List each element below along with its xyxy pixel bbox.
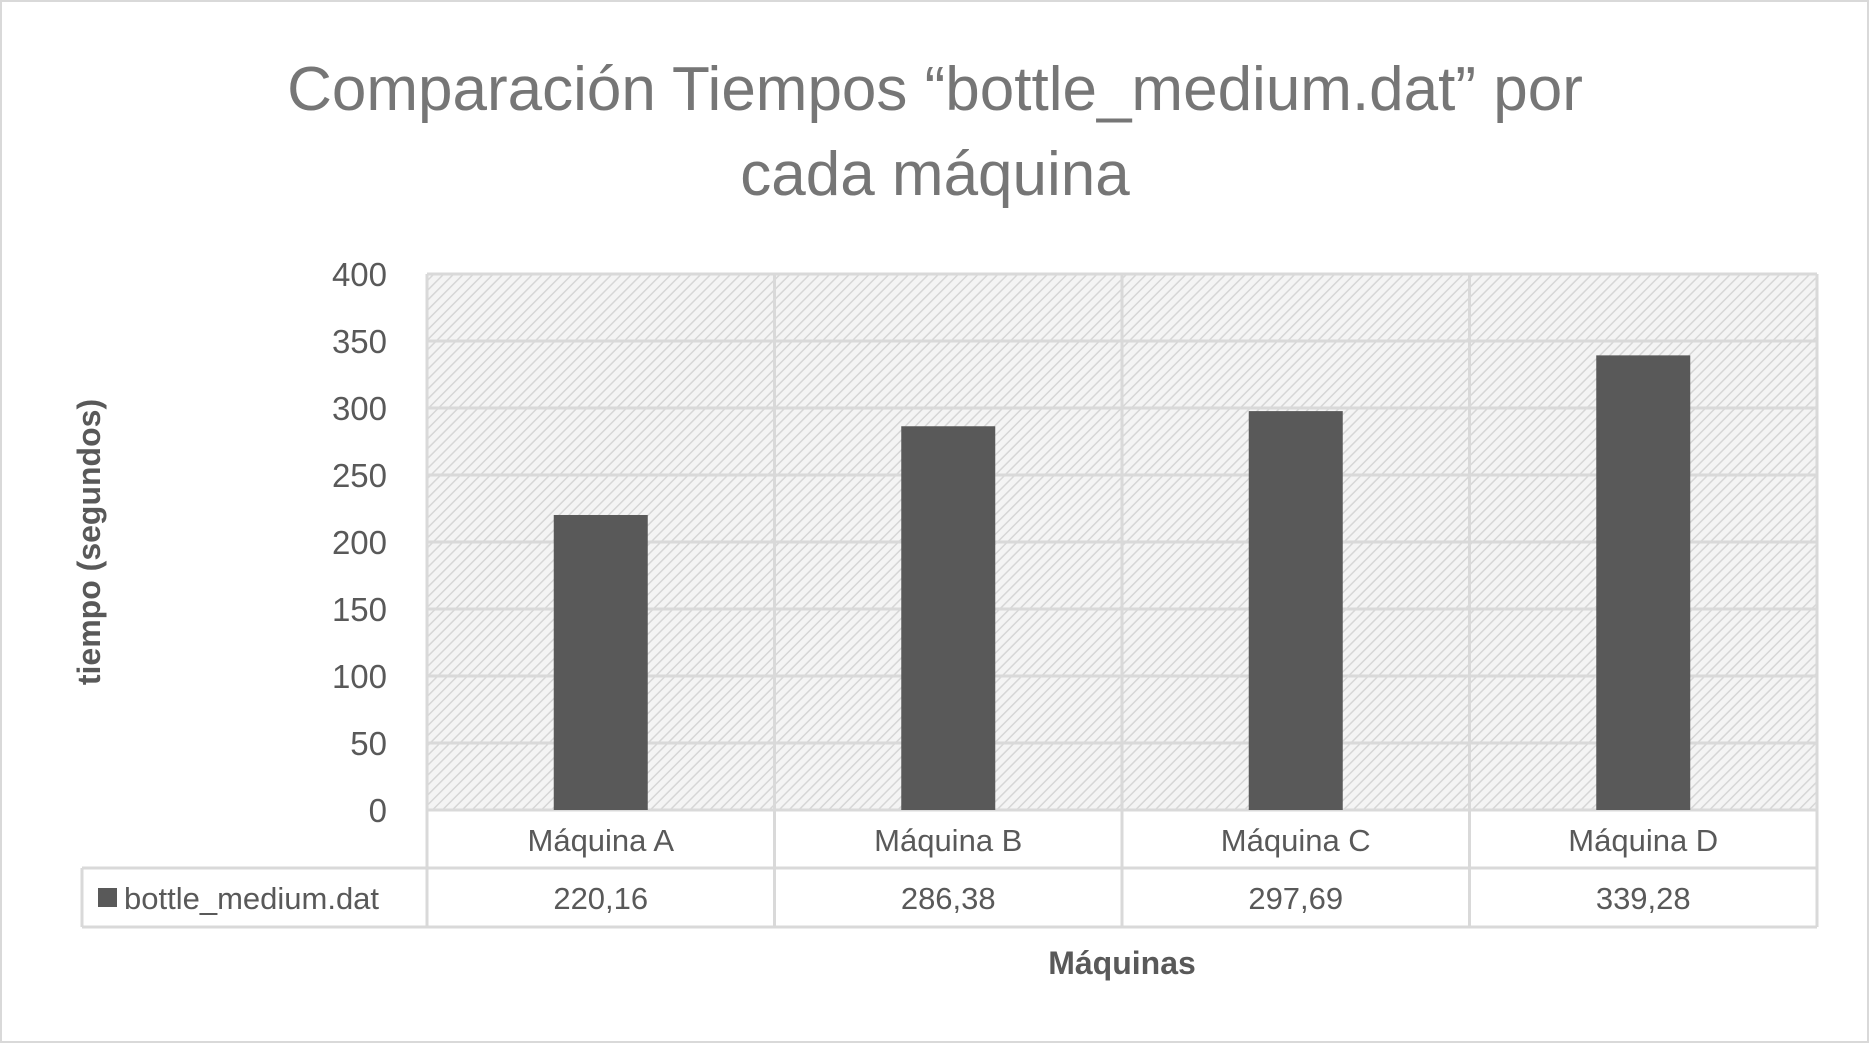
bar: [553, 514, 648, 810]
y-tick-label: 200: [332, 524, 387, 561]
y-tick-label: 0: [369, 792, 387, 829]
table-value-cell: 339,28: [1596, 881, 1691, 916]
y-axis-title: tiempo (segundos): [71, 399, 107, 685]
y-tick-label: 150: [332, 591, 387, 628]
bars: [553, 355, 1691, 810]
table-value-cell: 297,69: [1248, 881, 1343, 916]
bar: [1248, 411, 1343, 810]
table-value-cell: 286,38: [901, 881, 996, 916]
x-tick-label: Máquina B: [874, 823, 1022, 858]
x-tick-label: Máquina C: [1221, 823, 1371, 858]
x-tick-label: Máquina D: [1568, 823, 1718, 858]
gridlines: [425, 272, 1819, 927]
chart-title: Comparación Tiempos “bottle_medium.dat” …: [287, 55, 1583, 209]
chart-title-line-1: Comparación Tiempos “bottle_medium.dat” …: [287, 55, 1583, 124]
y-tick-label: 250: [332, 457, 387, 494]
legend-swatch: [98, 888, 117, 907]
y-tick-label: 50: [350, 725, 387, 762]
chart-title-line-2: cada máquina: [740, 140, 1130, 209]
y-tick-label: 300: [332, 390, 387, 427]
legend-label: bottle_medium.dat: [124, 881, 379, 916]
data-table: Máquina A 220,16 Máquina B 286,38 Máquina C 2…: [80, 823, 1817, 929]
y-tick-label: 350: [332, 323, 387, 360]
y-axis-ticks: 0 50 100 150 200 250 300 350 400: [332, 256, 387, 829]
bar: [901, 426, 996, 810]
y-tick-label: 100: [332, 658, 387, 695]
y-tick-label: 400: [332, 256, 387, 293]
x-axis-title: Máquinas: [1048, 945, 1196, 981]
table-value-cell: 220,16: [553, 881, 648, 916]
x-tick-label: Máquina A: [528, 823, 675, 858]
bar: [1596, 355, 1691, 810]
